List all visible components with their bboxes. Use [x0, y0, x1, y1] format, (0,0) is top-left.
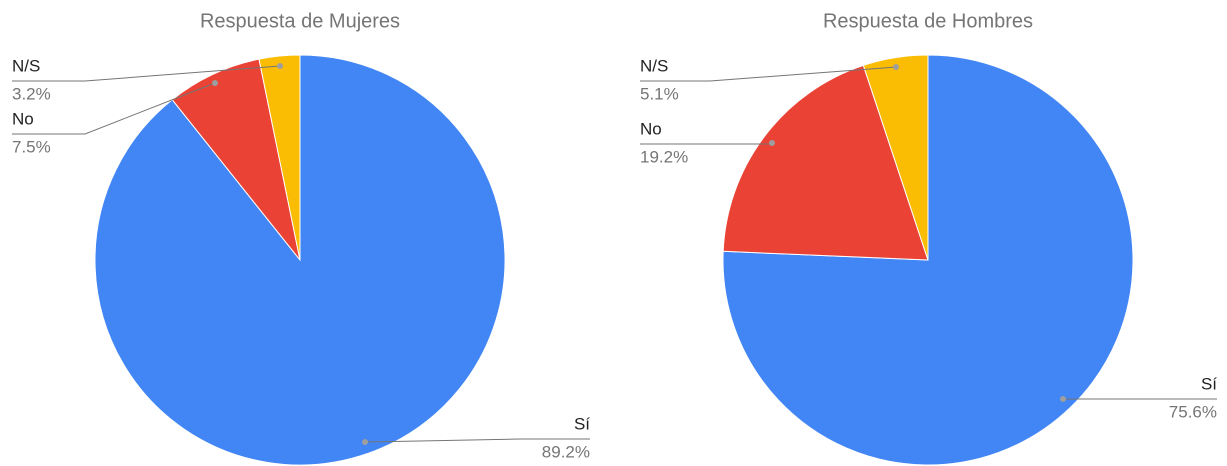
slice-label: Sí: [1201, 374, 1217, 393]
chart-title: Respuesta de Mujeres: [200, 10, 400, 32]
pie-slice: [722, 64, 929, 261]
callout-dot: [769, 140, 775, 146]
slice-label: No: [640, 119, 662, 138]
slice-value-label: 7.5%: [12, 137, 51, 156]
slice-value-label: 5.1%: [640, 84, 679, 103]
slice-label: Sí: [574, 414, 590, 433]
callout-line: [364, 438, 590, 443]
pie-slice: [862, 54, 929, 261]
callout-dot: [1060, 396, 1066, 402]
pie-slice: [171, 58, 301, 261]
callout-dot: [362, 439, 368, 445]
slice-value-label: 75.6%: [1169, 402, 1217, 421]
callout-dot: [212, 80, 218, 86]
callout-line: [640, 142, 773, 145]
pie-slice: [258, 54, 301, 261]
slice-value-label: 3.2%: [12, 84, 51, 103]
slice-label: N/S: [640, 56, 668, 75]
callout-dot: [893, 64, 899, 70]
chart-title: Respuesta de Hombres: [823, 10, 1033, 32]
callout-line: [12, 82, 216, 135]
callout-line: [12, 65, 281, 82]
slice-value-label: 89.2%: [542, 442, 590, 461]
callout-dot: [277, 63, 283, 69]
slice-label: No: [12, 109, 34, 128]
callout-line: [640, 66, 897, 82]
slice-label: N/S: [12, 56, 40, 75]
slice-value-label: 19.2%: [640, 147, 688, 166]
